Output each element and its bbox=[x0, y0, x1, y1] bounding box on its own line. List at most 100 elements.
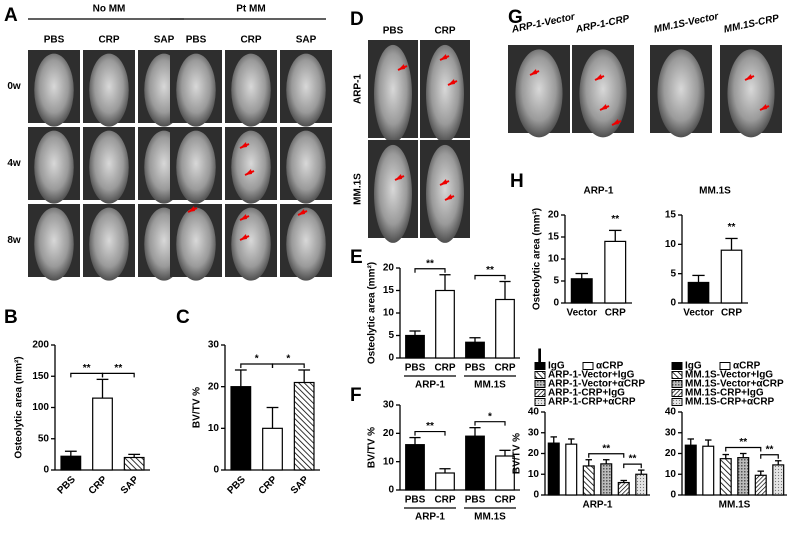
x-tick-label: PBS bbox=[56, 474, 79, 497]
bone-shape bbox=[89, 130, 129, 204]
panel-letter: G bbox=[508, 7, 523, 28]
significance-bracket bbox=[271, 363, 305, 368]
arrow-head bbox=[760, 104, 767, 110]
legend-swatch bbox=[671, 380, 683, 388]
x-tick-label: PBS bbox=[405, 363, 426, 374]
y-tick-label: 10 bbox=[383, 456, 395, 467]
panel-letter: D bbox=[350, 9, 364, 30]
legend-swatch bbox=[534, 380, 546, 388]
bone-shape bbox=[374, 44, 412, 143]
bone-shape bbox=[727, 49, 775, 138]
y-tick-label: 10 bbox=[665, 469, 677, 480]
arrow-head bbox=[445, 194, 452, 200]
legend-swatch bbox=[671, 398, 683, 406]
legend-swatch bbox=[671, 389, 683, 397]
bar bbox=[702, 445, 715, 496]
bone-shape bbox=[579, 49, 627, 138]
bar bbox=[435, 472, 455, 491]
y-tick-label: 200 bbox=[32, 340, 49, 351]
y-tick-label: 0 bbox=[533, 490, 539, 501]
legend-label: ARP-1-Vector+αCRP bbox=[548, 379, 645, 390]
bone-shape bbox=[89, 53, 129, 127]
arrow-head bbox=[745, 74, 752, 80]
legend-label: IgG bbox=[685, 361, 702, 372]
bone-shape bbox=[176, 130, 216, 204]
x-axis-label: MM.1S bbox=[719, 500, 751, 511]
arrow-head bbox=[395, 174, 402, 180]
legend-label: MM.1S-CRP+αCRP bbox=[685, 397, 775, 408]
y-tick-label: 15 bbox=[665, 210, 677, 221]
arrow-head bbox=[612, 119, 619, 125]
x-tick-label: PBS bbox=[465, 363, 486, 374]
y-tick-label: 20 bbox=[383, 263, 395, 274]
bone-shape bbox=[231, 53, 271, 127]
row-label: 4w bbox=[7, 158, 21, 169]
bone-shape bbox=[286, 207, 326, 281]
significance-label: ** bbox=[83, 363, 91, 374]
y-tick-label: 5 bbox=[388, 330, 394, 341]
significance-label: ** bbox=[739, 437, 747, 448]
y-tick-label: 20 bbox=[665, 448, 677, 459]
bar bbox=[495, 455, 515, 491]
group-label: MM.1S bbox=[474, 380, 506, 391]
arrow-head bbox=[240, 142, 247, 148]
x-tick-label: CRP bbox=[434, 363, 455, 374]
arrow-head bbox=[530, 69, 537, 75]
bar bbox=[617, 481, 630, 496]
y-tick-label: 10 bbox=[548, 254, 560, 265]
bar bbox=[720, 249, 743, 304]
bar bbox=[465, 341, 485, 359]
bar bbox=[565, 443, 578, 496]
legend-swatch bbox=[534, 389, 546, 397]
panel-letter: C bbox=[176, 307, 190, 328]
bar bbox=[582, 465, 595, 496]
legend-label: αCRP bbox=[733, 361, 761, 372]
column-label: MM.1S-CRP bbox=[723, 13, 780, 35]
column-label: CRP bbox=[434, 26, 455, 37]
x-tick-label: PBS bbox=[226, 474, 249, 497]
legend-swatch bbox=[534, 371, 546, 379]
y-axis-label: Osteolytic area (mm²) bbox=[532, 208, 543, 310]
x-tick-label: CRP bbox=[257, 474, 280, 497]
legend-label: MM.1S-CRP+IgG bbox=[685, 388, 764, 399]
bone-shape bbox=[176, 53, 216, 127]
significance-label: ** bbox=[611, 214, 619, 225]
legend-swatch bbox=[534, 398, 546, 406]
arrow-head bbox=[298, 209, 305, 215]
arrow-head bbox=[240, 234, 247, 240]
significance-label: ** bbox=[629, 454, 637, 465]
x-tick-label: CRP bbox=[494, 495, 515, 506]
arrow-head bbox=[440, 179, 447, 185]
y-tick-label: 0 bbox=[43, 465, 49, 476]
x-tick-label: CRP bbox=[87, 474, 110, 497]
column-label: PBS bbox=[383, 26, 404, 37]
bar bbox=[230, 386, 252, 471]
legend-label: MM.1S-Vector+αCRP bbox=[685, 379, 784, 390]
column-label: SAP bbox=[296, 35, 317, 46]
x-axis-label: ARP-1 bbox=[582, 500, 612, 511]
bone-shape bbox=[176, 207, 216, 281]
group-label: Pt MM bbox=[236, 4, 265, 15]
x-tick-label: CRP bbox=[494, 363, 515, 374]
y-tick-label: 20 bbox=[208, 381, 220, 392]
legend-swatch bbox=[671, 362, 683, 370]
y-tick-label: 10 bbox=[665, 239, 677, 250]
legend-label: ARP-1-CRP+IgG bbox=[548, 388, 625, 399]
bar bbox=[405, 334, 425, 359]
column-label: CRP bbox=[98, 35, 119, 46]
x-tick-label: SAP bbox=[289, 474, 312, 497]
bone-shape bbox=[231, 207, 271, 281]
x-tick-label: Vector bbox=[683, 308, 714, 319]
bar bbox=[754, 474, 767, 496]
group-label: ARP-1 bbox=[415, 380, 445, 391]
bone-shape bbox=[34, 53, 74, 127]
bar bbox=[635, 473, 648, 496]
bar bbox=[772, 464, 785, 496]
bone-shape bbox=[286, 130, 326, 204]
chart-title: ARP-1 bbox=[583, 186, 613, 197]
arrow-head bbox=[398, 64, 405, 70]
bar bbox=[600, 463, 613, 496]
y-tick-label: 20 bbox=[548, 210, 560, 221]
x-tick-label: PBS bbox=[465, 495, 486, 506]
arrow-head bbox=[595, 74, 602, 80]
